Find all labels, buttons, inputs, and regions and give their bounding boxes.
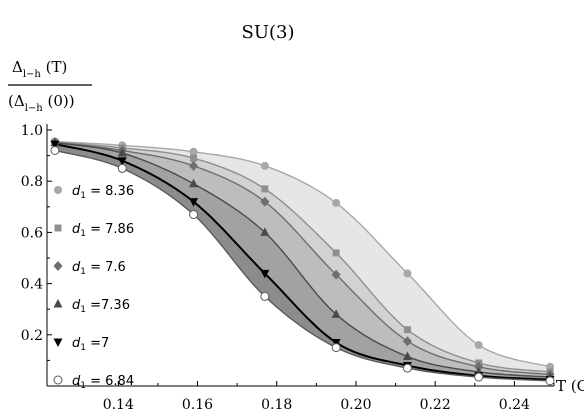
marker-d1-7.36-4	[331, 309, 341, 318]
marker-d1-8.36-6	[474, 341, 483, 350]
marker-d1-7.6-3	[260, 196, 270, 207]
marker-d1-7-0	[50, 140, 60, 150]
legend-label-7.86: d1 = 7.86	[72, 222, 134, 239]
marker-d1-6.84-5	[402, 363, 412, 373]
y-tick-label-2: 0.6	[21, 225, 43, 241]
curve-d1-7	[54, 143, 551, 381]
legend-marker-7.86	[54, 224, 62, 232]
curve-d1-7.6	[54, 141, 551, 376]
marker-d1-7.86-5	[403, 326, 411, 334]
marker-d1-7.36-5	[402, 351, 412, 361]
marker-d1-6.84-3	[260, 291, 270, 301]
marker-d1-8.36-5	[403, 269, 412, 278]
marker-d1-7.6-2	[189, 160, 199, 171]
legend-marker-7	[53, 338, 63, 347]
x-tick-label-4: 0.22	[420, 397, 451, 413]
y-tick-label-1: 0.4	[21, 277, 43, 293]
marker-d1-7.86-2	[190, 154, 198, 162]
marker-d1-6.84-4	[331, 343, 341, 353]
legend-marker-8.36	[54, 186, 62, 194]
legend-label-8.36: d1 = 8.36	[72, 184, 134, 201]
curve-d1-8.36	[54, 140, 551, 368]
x-ticks: 0.14 0.16 0.18 0.20 0.22 0.24	[78, 381, 555, 413]
data-markers	[50, 137, 555, 386]
marker-d1-6.84-0	[50, 145, 60, 155]
marker-d1-7.86-3	[261, 185, 269, 193]
y-tick-label-0: 0.2	[21, 328, 43, 344]
curves	[54, 140, 551, 382]
marker-d1-7.6-6	[474, 361, 484, 372]
x-tick-label-5: 0.24	[499, 397, 530, 413]
y-label-numerator: Δl−h (T)	[12, 58, 67, 80]
marker-d1-7.36-3	[260, 227, 270, 236]
marker-d1-6.84-2	[189, 209, 199, 219]
x-axis-title: T (GeV)	[556, 377, 584, 395]
legend: d1 = 8.36 d1 = 7.86 d1 = 7.6 d1 =7.36 d1 =7 d…	[53, 184, 134, 391]
chart-title: SU(3)	[242, 22, 295, 43]
marker-d1-7-3	[260, 269, 270, 279]
legend-label-7.36: d1 =7.36	[72, 298, 130, 315]
marker-d1-6.84-7	[545, 376, 555, 386]
axes	[46, 124, 554, 387]
shaded-bands	[54, 141, 551, 381]
y-axis-label: Δl−h (T) (Δl−h (0))	[8, 58, 92, 114]
legend-label-7.6: d1 = 7.6	[72, 260, 126, 277]
marker-d1-7.36-1	[117, 148, 127, 157]
marker-d1-6.84-1	[117, 163, 127, 173]
marker-d1-7-2	[189, 198, 199, 207]
x-tick-label-1: 0.16	[182, 397, 213, 413]
marker-d1-8.36-4	[332, 198, 341, 207]
legend-label-6.84: d1 = 6.84	[72, 374, 134, 391]
marker-d1-7-1	[117, 157, 127, 166]
legend-label-7: d1 =7	[72, 336, 109, 353]
x-tick-label-3: 0.20	[340, 397, 371, 413]
marker-d1-7.86-4	[332, 249, 340, 257]
legend-marker-7.36	[53, 299, 63, 308]
marker-d1-6.84-6	[474, 372, 484, 382]
legend-marker-7.6	[53, 261, 63, 271]
curve-d1-7.36	[54, 142, 551, 378]
legend-marker-6.84	[53, 375, 63, 385]
marker-d1-7.6-4	[331, 269, 341, 280]
marker-d1-7.6-5	[402, 336, 412, 347]
curve-d1-6.84	[54, 149, 551, 382]
y-ticks: 0.2 0.4 0.6 0.8 1.0	[21, 123, 52, 361]
marker-d1-8.36-2	[189, 147, 198, 156]
marker-d1-8.36-3	[260, 161, 269, 170]
y-label-denominator: (Δl−h (0))	[8, 92, 75, 114]
band-0	[54, 141, 551, 372]
marker-d1-7.36-2	[189, 178, 199, 188]
y-tick-label-4: 1.0	[21, 123, 43, 139]
curve-d1-7.86	[54, 141, 551, 373]
x-tick-label-2: 0.18	[261, 397, 292, 413]
y-tick-label-3: 0.8	[21, 174, 43, 190]
band-2	[54, 142, 551, 377]
x-tick-label-0: 0.14	[103, 397, 134, 413]
